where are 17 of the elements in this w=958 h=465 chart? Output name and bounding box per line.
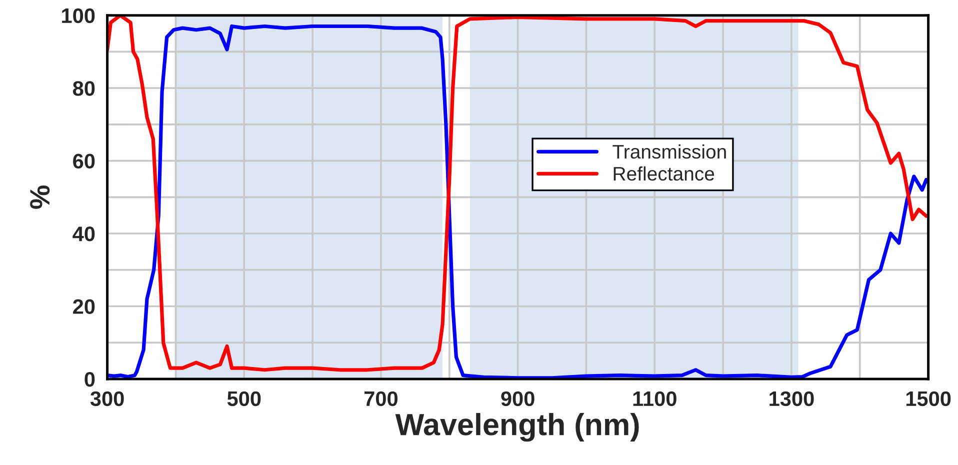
x-tick-label: 900 [501, 391, 534, 406]
x-tick-label: 700 [364, 391, 398, 406]
x-tick-label: 1500 [906, 391, 951, 406]
x-tick-label: 1100 [633, 391, 676, 406]
x-tick-label: 300 [90, 391, 124, 406]
x-tick-label: 1300 [770, 391, 814, 406]
y-axis-title: % [30, 186, 50, 209]
x-tick-label: 500 [227, 391, 261, 406]
legend-label: Reflectance [614, 166, 714, 181]
y-tick-label: 0 [84, 372, 95, 387]
y-tick-label: 20 [73, 299, 95, 314]
y-tick-label: 40 [72, 226, 95, 242]
y-tick-label: 80 [72, 81, 95, 96]
y-tick-label: 100 [62, 8, 95, 24]
y-tick-label: 60 [73, 154, 95, 169]
legend-label: Transmission [612, 144, 726, 159]
x-axis-title: Wavelength (nm) [395, 412, 639, 442]
